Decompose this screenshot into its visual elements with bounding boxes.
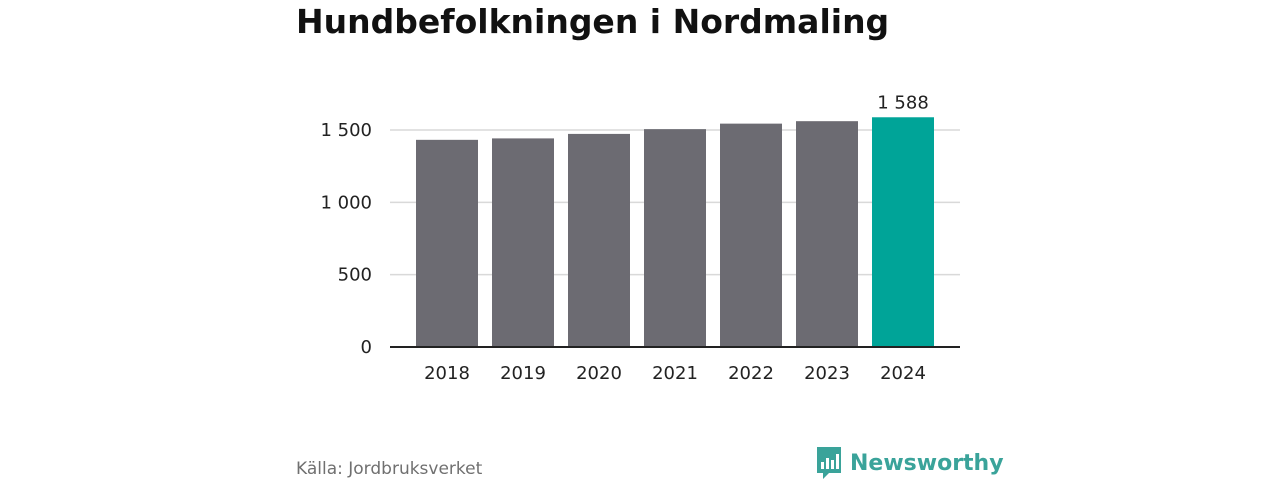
labels: 0 500 1 000 1 500 2018 2019 2020 2021 2022 2023 20… [320, 92, 928, 384]
x-tick-label: 2022 [728, 363, 774, 384]
y-tick-label: 1 500 [320, 120, 372, 141]
bars [416, 117, 934, 348]
data-label: 1 588 [877, 92, 929, 113]
x-tick-label: 2021 [652, 363, 698, 384]
chart-title: Hundbefolkningen i Nordmaling [296, 2, 890, 41]
bar [644, 129, 706, 347]
y-tick-label: 500 [338, 265, 372, 286]
bar [796, 121, 858, 348]
brand-name: Newsworthy [850, 450, 1004, 476]
bar-highlight [872, 117, 934, 347]
y-tick-label: 1 000 [320, 192, 372, 213]
x-tick-label: 2018 [424, 363, 470, 384]
bar [568, 133, 630, 347]
x-tick-label: 2024 [880, 363, 926, 384]
bar [492, 138, 554, 347]
y-tick-label: 0 [361, 337, 372, 358]
source-note: Källa: Jordbruksverket [296, 459, 483, 479]
x-tick-label: 2020 [576, 363, 622, 384]
bar [720, 123, 782, 347]
newsworthy-bar-chart-icon [817, 447, 841, 479]
bar-chart: 0 500 1 000 1 500 2018 2019 2020 2021 2022 2023 20… [320, 92, 960, 384]
bar [416, 139, 478, 347]
x-tick-label: 2023 [804, 363, 850, 384]
x-tick-label: 2019 [500, 363, 546, 384]
brand-logo[interactable]: Newsworthy [815, 446, 1004, 480]
